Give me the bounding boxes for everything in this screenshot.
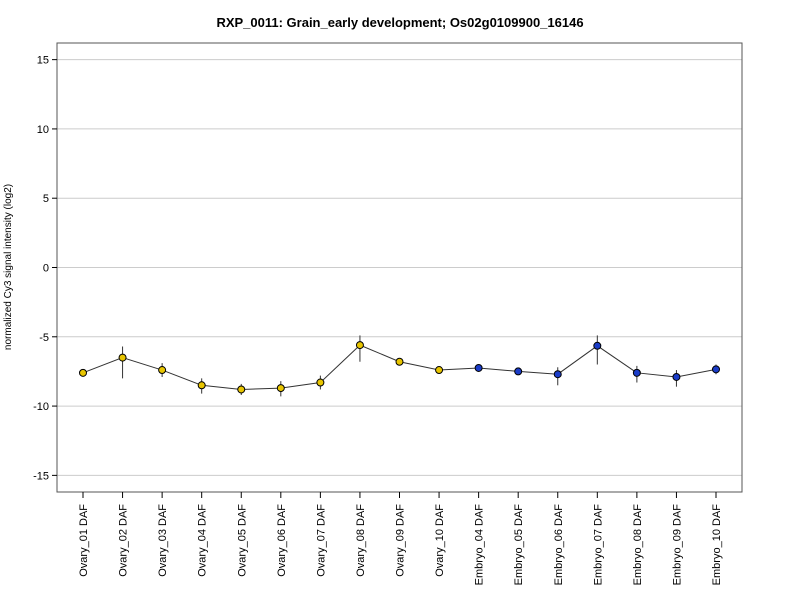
x-tick-label: Ovary_04 DAF	[197, 504, 209, 577]
y-tick-label: -5	[39, 332, 49, 344]
x-tick-label: Ovary_08 DAF	[355, 504, 367, 577]
data-point	[316, 378, 325, 387]
x-axis: Ovary_01 DAF Ovary_02 DAF Ovary_03 DAF Ovar…	[78, 492, 723, 585]
series-line	[82, 344, 717, 390]
data-points	[79, 341, 720, 394]
x-tick-label: Embryo_09 DAF	[671, 504, 683, 586]
x-tick-label: Embryo_10 DAF	[711, 504, 723, 586]
x-tick-label: Embryo_07 DAF	[592, 504, 604, 586]
data-point	[276, 384, 285, 393]
data-point	[197, 381, 206, 390]
y-tick-label: -10	[33, 401, 49, 413]
x-tick-label: Ovary_03 DAF	[157, 504, 169, 577]
x-tick-label: Embryo_04 DAF	[474, 504, 486, 586]
y-tick-label: 15	[37, 55, 49, 67]
y-tick-label: 5	[43, 193, 49, 205]
x-tick-label: Embryo_08 DAF	[632, 504, 644, 586]
data-point	[237, 385, 246, 394]
grid-lines	[57, 59, 742, 476]
x-tick-label: Ovary_06 DAF	[276, 504, 288, 577]
data-point	[118, 353, 127, 362]
x-tick-label: Ovary_02 DAF	[118, 504, 130, 577]
data-point	[395, 357, 404, 366]
error-bars	[122, 335, 717, 397]
data-point	[474, 363, 483, 372]
data-point	[632, 368, 641, 377]
x-tick-label: Ovary_05 DAF	[236, 504, 248, 577]
x-tick-label: Embryo_05 DAF	[513, 504, 525, 586]
data-point	[553, 370, 562, 379]
data-point	[435, 366, 444, 375]
data-point	[355, 341, 364, 350]
y-tick-label: 10	[37, 124, 49, 136]
x-tick-label: Ovary_07 DAF	[315, 504, 327, 577]
data-point	[672, 372, 681, 381]
x-tick-label: Ovary_01 DAF	[78, 504, 90, 577]
data-point	[158, 366, 167, 375]
x-tick-label: Embryo_06 DAF	[553, 504, 565, 586]
y-axis-label: normalized Cy3 signal intensity (log2)	[3, 184, 14, 350]
data-point	[712, 365, 720, 374]
y-tick-label: 0	[43, 263, 49, 275]
chart-title: RXP_0011: Grain_early development; Os02g…	[216, 15, 583, 30]
x-tick-label: Ovary_09 DAF	[395, 504, 407, 577]
y-axis: -15 -10 -5 0 5 10 15	[33, 55, 57, 482]
y-tick-label: -15	[33, 470, 49, 482]
data-point	[593, 341, 602, 350]
data-point	[514, 367, 523, 376]
x-tick-label: Ovary_10 DAF	[434, 504, 446, 577]
data-point	[79, 368, 87, 377]
